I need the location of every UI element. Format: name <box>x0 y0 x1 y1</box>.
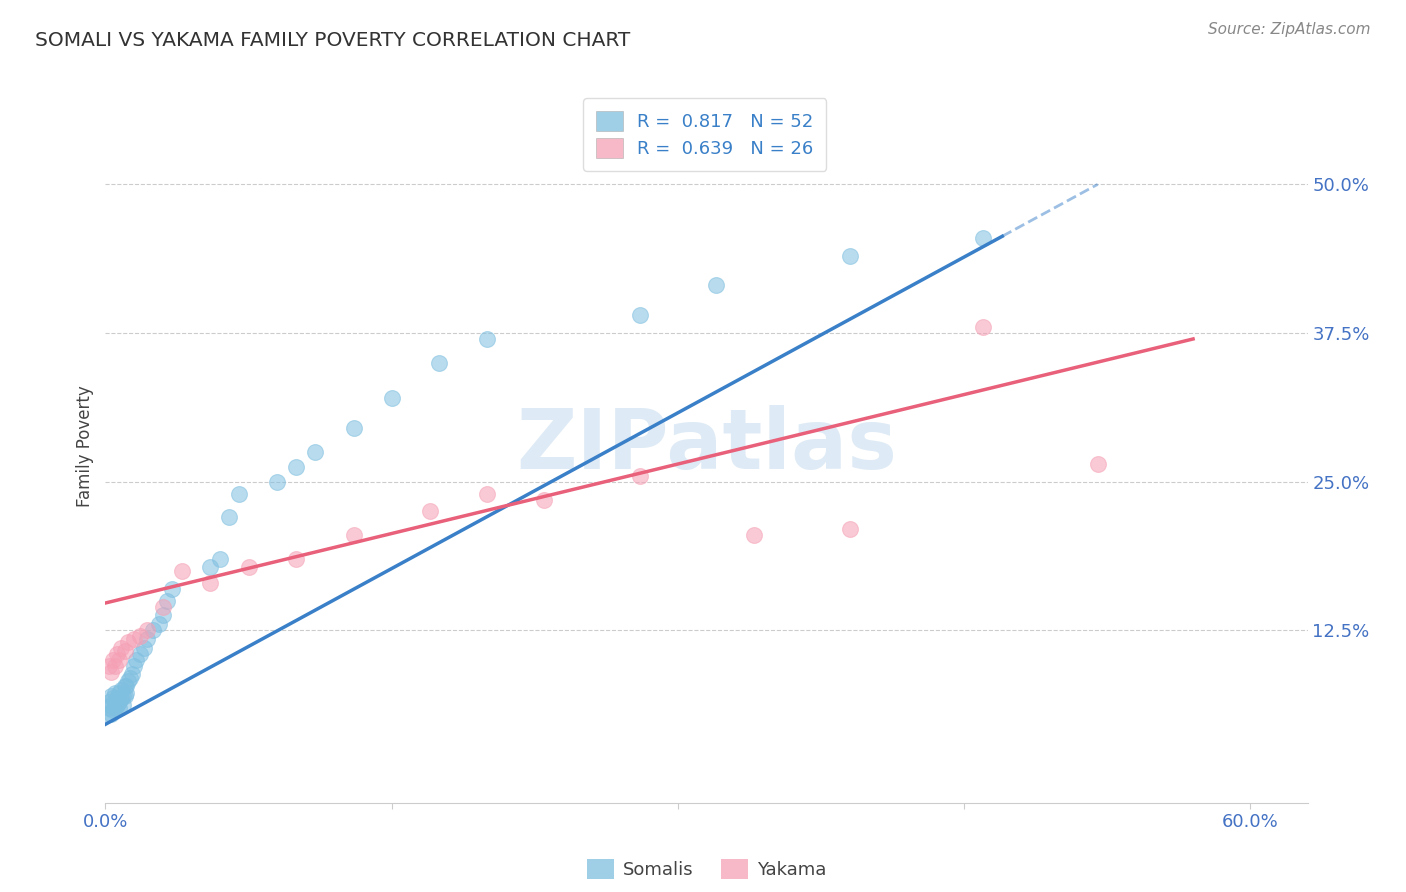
Point <box>100 689 122 703</box>
Point <box>100 665 122 679</box>
Point <box>104 700 127 714</box>
Legend: Somalis, Yakama: Somalis, Yakama <box>579 852 834 887</box>
Point <box>122 659 145 673</box>
Point <box>136 624 159 638</box>
Point <box>104 695 127 709</box>
Point <box>96 706 118 721</box>
Point <box>704 278 727 293</box>
Point <box>162 582 183 596</box>
Point <box>104 686 127 700</box>
Point <box>228 486 250 500</box>
Point <box>475 332 498 346</box>
Point <box>110 691 132 706</box>
Point <box>285 552 308 566</box>
Point <box>142 624 165 638</box>
Point <box>155 593 177 607</box>
Point <box>427 356 450 370</box>
Point <box>628 468 651 483</box>
Point <box>972 231 994 245</box>
Point <box>1087 457 1109 471</box>
Point <box>108 695 131 709</box>
Point <box>115 686 138 700</box>
Point <box>101 653 124 667</box>
Point <box>128 647 150 661</box>
Point <box>121 667 143 681</box>
Point <box>152 599 174 614</box>
Point <box>285 460 308 475</box>
Point <box>105 647 128 661</box>
Point <box>104 659 127 673</box>
Point <box>111 689 134 703</box>
Point <box>342 528 364 542</box>
Point <box>136 632 159 646</box>
Point <box>120 671 142 685</box>
Point <box>111 698 134 713</box>
Point <box>132 641 155 656</box>
Point <box>218 510 240 524</box>
Point <box>98 659 121 673</box>
Point <box>200 560 222 574</box>
Point <box>208 552 231 566</box>
Y-axis label: Family Poverty: Family Poverty <box>76 385 94 507</box>
Point <box>105 691 128 706</box>
Point <box>148 617 170 632</box>
Point <box>838 249 860 263</box>
Point <box>152 607 174 622</box>
Text: ZIPatlas: ZIPatlas <box>516 406 897 486</box>
Point <box>838 522 860 536</box>
Text: Source: ZipAtlas.com: Source: ZipAtlas.com <box>1208 22 1371 37</box>
Point <box>117 635 139 649</box>
Point <box>117 674 139 689</box>
Point <box>742 528 765 542</box>
Point <box>114 679 136 693</box>
Point <box>101 703 124 717</box>
Point <box>108 686 131 700</box>
Point <box>98 700 121 714</box>
Point <box>381 392 404 406</box>
Point <box>122 632 145 646</box>
Point <box>304 445 326 459</box>
Point <box>100 706 122 721</box>
Point <box>972 320 994 334</box>
Point <box>110 682 132 697</box>
Point <box>105 698 128 713</box>
Point <box>128 629 150 643</box>
Point <box>114 643 136 657</box>
Point <box>110 641 132 656</box>
Point <box>238 560 260 574</box>
Point <box>100 698 122 713</box>
Point <box>98 695 121 709</box>
Point <box>475 486 498 500</box>
Point <box>114 689 136 703</box>
Point <box>125 653 148 667</box>
Point <box>108 653 131 667</box>
Point <box>533 492 555 507</box>
Point <box>342 421 364 435</box>
Point <box>266 475 288 489</box>
Point <box>170 564 193 578</box>
Point <box>419 504 441 518</box>
Point <box>101 691 124 706</box>
Point <box>200 575 222 590</box>
Text: SOMALI VS YAKAMA FAMILY POVERTY CORRELATION CHART: SOMALI VS YAKAMA FAMILY POVERTY CORRELAT… <box>35 31 630 50</box>
Point <box>628 308 651 322</box>
Point <box>115 679 138 693</box>
Point <box>108 700 131 714</box>
